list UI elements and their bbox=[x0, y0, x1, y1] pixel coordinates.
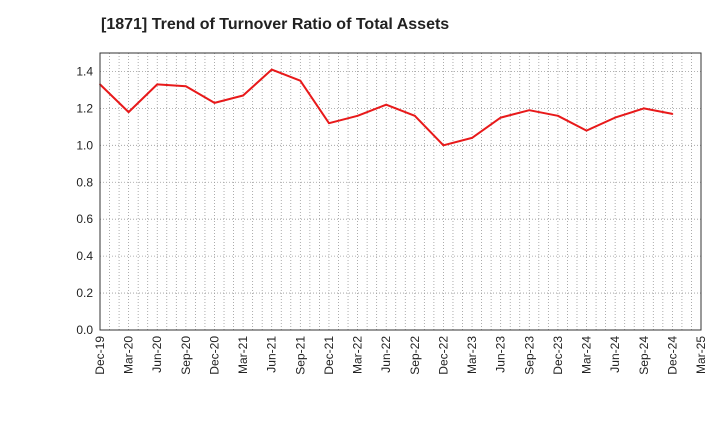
y-tick-label: 1.4 bbox=[76, 64, 93, 78]
x-tick-label: Sep-23 bbox=[522, 336, 536, 375]
x-tick-label: Sep-20 bbox=[179, 336, 193, 375]
y-axis-tick-labels: 0.0 0.2 0.4 0.6 0.8 1.0 1.2 1.4 bbox=[76, 64, 93, 337]
data-point bbox=[385, 103, 388, 106]
data-point bbox=[528, 109, 531, 112]
x-tick-label: Jun-20 bbox=[150, 336, 164, 373]
data-point bbox=[671, 113, 674, 115]
x-tick-label: Mar-21 bbox=[236, 336, 250, 374]
x-tick-label: Dec-23 bbox=[551, 336, 565, 375]
data-point bbox=[557, 114, 559, 117]
plot-frame bbox=[99, 52, 702, 331]
data-point bbox=[299, 79, 302, 82]
data-point bbox=[642, 107, 645, 110]
x-tick-label: Mar-22 bbox=[351, 336, 365, 374]
data-point bbox=[242, 94, 244, 97]
x-tick-label: Mar-25 bbox=[694, 336, 708, 374]
data-point bbox=[442, 144, 445, 147]
data-point bbox=[127, 111, 130, 113]
x-tick-label: Sep-22 bbox=[408, 336, 422, 375]
x-tick-label: Jun-24 bbox=[608, 336, 622, 373]
series-lines bbox=[99, 68, 674, 147]
data-point bbox=[328, 122, 330, 125]
y-tick-label: 0.2 bbox=[76, 286, 93, 300]
data-point bbox=[184, 85, 187, 88]
x-tick-label: Jun-22 bbox=[379, 336, 393, 373]
x-tick-label: Jun-21 bbox=[265, 336, 279, 373]
y-tick-label: 0.6 bbox=[76, 212, 93, 226]
x-tick-label: Sep-24 bbox=[637, 336, 651, 375]
grid-lines bbox=[100, 53, 701, 330]
y-tick-label: 0.0 bbox=[76, 323, 93, 337]
x-tick-label: Dec-24 bbox=[665, 336, 679, 375]
y-tick-label: 0.8 bbox=[76, 175, 93, 189]
x-tick-label: Dec-22 bbox=[436, 336, 450, 375]
data-point bbox=[499, 116, 502, 119]
data-point bbox=[356, 114, 359, 117]
x-tick-label: Jun-23 bbox=[494, 336, 508, 373]
y-tick-label: 1.0 bbox=[76, 138, 93, 152]
plot-background bbox=[100, 53, 701, 330]
data-point bbox=[471, 137, 473, 139]
y-tick-label: 1.2 bbox=[76, 101, 93, 115]
chart-title: [1871] Trend of Turnover Ratio of Total … bbox=[101, 16, 450, 33]
x-tick-label: Dec-20 bbox=[207, 336, 221, 375]
data-point bbox=[413, 114, 416, 117]
x-tick-label: Dec-21 bbox=[322, 336, 336, 375]
x-tick-label: Dec-19 bbox=[93, 336, 107, 375]
data-point bbox=[270, 68, 273, 71]
x-tick-label: Mar-20 bbox=[122, 336, 136, 374]
x-tick-label: Mar-24 bbox=[580, 336, 594, 374]
data-point bbox=[156, 83, 159, 86]
data-point bbox=[614, 116, 617, 119]
data-point bbox=[213, 101, 216, 104]
x-tick-label: Mar-23 bbox=[465, 336, 479, 374]
x-axis-tick-labels: Dec-19 Mar-20 Jun-20 Sep-20 Dec-20 Mar-21 Jun-… bbox=[93, 336, 708, 375]
x-tick-label: Sep-21 bbox=[293, 336, 307, 375]
data-point bbox=[585, 129, 588, 132]
y-tick-label: 0.4 bbox=[76, 249, 93, 263]
